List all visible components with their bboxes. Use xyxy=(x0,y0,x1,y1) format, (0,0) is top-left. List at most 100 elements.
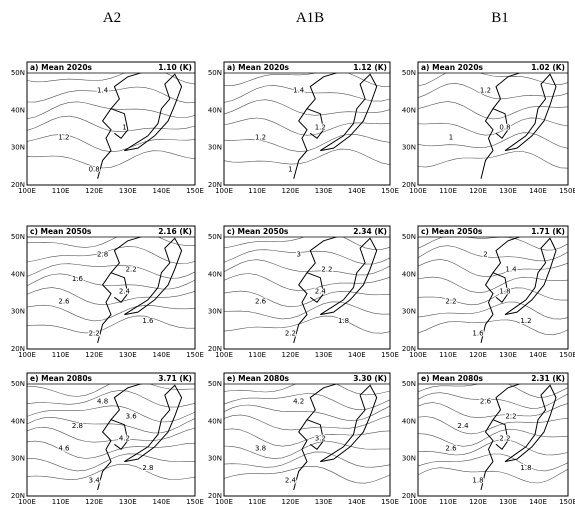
panel-title: c) Mean 2050s xyxy=(227,227,289,236)
title-strip xyxy=(418,62,568,73)
contour-line xyxy=(224,290,390,308)
contour-label: 1.2 xyxy=(255,133,266,141)
y-tick-label: 20N xyxy=(11,345,25,353)
map-panel: 2.8 2.6 2.4 2.2 2.2 1.6 1.6 c) Mean 2050s 2.16 (… xyxy=(11,225,204,359)
title-strip xyxy=(418,226,568,237)
y-tick-label: 30N xyxy=(208,455,222,463)
contour-line xyxy=(27,287,195,306)
title-strip xyxy=(418,373,568,384)
x-tick-label: 140E xyxy=(348,351,366,359)
coastline xyxy=(480,226,539,344)
panel-title: a) Mean 2020s xyxy=(30,63,93,72)
contour-label: 1.4 xyxy=(97,87,109,95)
contour-label: 2.2 xyxy=(321,265,332,273)
x-axis: 100E 110E 120E 130E 140E 150E xyxy=(215,187,399,195)
contour-label: 2.4 xyxy=(119,288,131,296)
map-area: 1.4 1.2 1.2 1 xyxy=(224,62,390,179)
contour-line xyxy=(224,148,390,165)
x-tick-label: 120E xyxy=(282,187,300,195)
y-tick-label: 40N xyxy=(208,417,222,425)
coastline xyxy=(320,73,378,152)
contour-label: 2.6 xyxy=(255,297,267,305)
panel-value: 3.30 (K) xyxy=(353,374,387,383)
contour-label: 1.2 xyxy=(315,124,326,132)
x-tick-label: 150E xyxy=(186,351,204,359)
x-tick-label: 100E xyxy=(215,498,233,506)
map-area: 2.8 2.6 2.4 2.2 2.2 1.6 1.6 xyxy=(27,226,195,344)
panel-value: 1.12 (K) xyxy=(353,63,387,72)
x-tick-label: 130E xyxy=(499,351,517,359)
x-tick-label: 120E xyxy=(282,351,300,359)
x-tick-label: 120E xyxy=(85,498,103,506)
coastline xyxy=(293,226,358,344)
map-panel: 2.6 2.6 2.2 1.8 2.2 1.8 2.4 e) Mean 2080s 2.31 (… xyxy=(402,372,575,506)
contour-line xyxy=(27,273,195,290)
contour-label: 4.2 xyxy=(293,398,304,406)
contour-line xyxy=(27,304,195,322)
x-tick-label: 140E xyxy=(529,498,547,506)
x-axis: 100E 110E 120E 130E 140E 150E xyxy=(215,498,399,506)
contour-line xyxy=(224,466,390,484)
panel-value: 3.71 (K) xyxy=(158,374,192,383)
coastline xyxy=(97,226,162,344)
contour-label: 1 xyxy=(288,165,292,173)
x-tick-label: 140E xyxy=(153,187,171,195)
x-tick-label: 120E xyxy=(469,498,487,506)
coastline xyxy=(492,108,509,140)
contour-label: 2.2 xyxy=(505,412,516,420)
x-tick-label: 100E xyxy=(409,351,427,359)
x-tick-label: 110E xyxy=(52,187,70,195)
x-tick-label: 120E xyxy=(469,351,487,359)
contour-label: 2.4 xyxy=(315,288,327,296)
x-tick-label: 140E xyxy=(529,187,547,195)
contour-line xyxy=(418,245,568,262)
contour-line xyxy=(27,453,195,472)
coastline xyxy=(504,384,557,463)
contour-line xyxy=(418,416,568,435)
map-panel: 1.4 1.2 1 0.8 a) Mean 2020s 1.10 (K) 50N 40N 30N… xyxy=(11,61,204,195)
y-tick-label: 30N xyxy=(11,144,25,152)
coastline xyxy=(97,62,162,179)
panel-title: e) Mean 2080s xyxy=(421,374,484,383)
y-tick-label: 40N xyxy=(208,106,222,114)
y-tick-label: 40N xyxy=(208,270,222,278)
contour-line xyxy=(27,66,195,85)
contour-label: 1.2 xyxy=(480,87,491,95)
map-panel: 1.4 1.2 1.2 1 a) Mean 2020s 1.12 (K) 50N 40N 30N… xyxy=(208,61,399,195)
contour-label: 2.6 xyxy=(58,297,70,305)
y-tick-label: 30N xyxy=(402,308,416,316)
title-strip xyxy=(224,226,390,237)
column-header: B1 xyxy=(491,10,509,26)
contour-line xyxy=(27,230,195,248)
contour-label: 2.2 xyxy=(499,435,510,443)
x-axis: 100E 110E 120E 130E 140E 150E xyxy=(409,187,575,195)
coastline xyxy=(492,272,509,304)
x-tick-label: 110E xyxy=(439,351,457,359)
x-tick-label: 120E xyxy=(85,351,103,359)
x-tick-label: 130E xyxy=(119,187,137,195)
contour-label: 1.2 xyxy=(520,317,531,325)
panel-value: 2.31 (K) xyxy=(531,374,565,383)
contour-label: 1.8 xyxy=(499,288,510,296)
contour-label: 3 xyxy=(296,251,300,259)
x-tick-label: 120E xyxy=(282,498,300,506)
coastline xyxy=(320,384,378,463)
contour-line xyxy=(224,259,390,276)
contour-label: 1.2 xyxy=(58,133,69,141)
contour-label: 2.6 xyxy=(480,398,492,406)
x-tick-label: 130E xyxy=(315,187,333,195)
y-tick-label: 50N xyxy=(11,69,25,77)
contour-label: 4.2 xyxy=(119,435,130,443)
coastline xyxy=(293,62,358,179)
map-area: 4.8 4.6 4.2 3.4 3.6 2.8 2.8 xyxy=(27,373,195,491)
x-tick-label: 110E xyxy=(248,498,266,506)
contour-line xyxy=(27,150,195,169)
x-tick-label: 150E xyxy=(381,187,399,195)
contour-line xyxy=(224,133,390,152)
title-strip xyxy=(224,373,390,384)
y-tick-label: 30N xyxy=(11,308,25,316)
contour-label: 2.6 xyxy=(445,444,457,452)
contour-line xyxy=(224,441,390,459)
contour-label: 2.4 xyxy=(457,422,469,430)
y-tick-label: 30N xyxy=(208,308,222,316)
